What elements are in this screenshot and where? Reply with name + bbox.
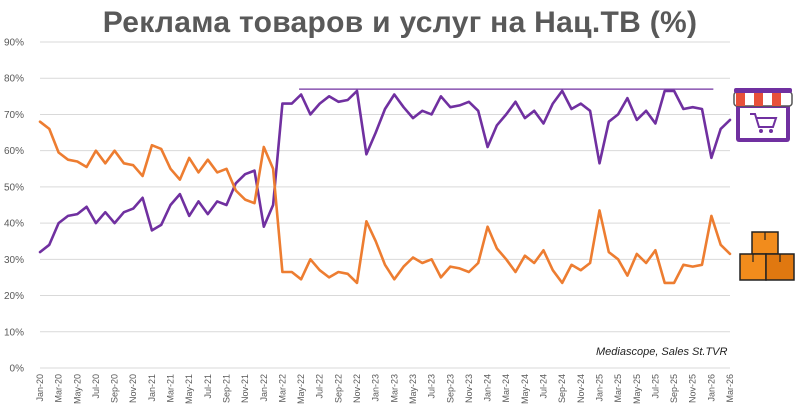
x-tick-label: Mar-24 <box>501 374 511 403</box>
x-tick-label: May-20 <box>72 374 82 404</box>
series-line-store <box>38 89 732 254</box>
boxes-icon <box>739 231 795 281</box>
y-tick-label: 40% <box>4 219 24 230</box>
y-tick-label: 30% <box>4 255 24 266</box>
x-tick-label: Jul-21 <box>203 374 213 399</box>
x-tick-label: Nov-22 <box>352 374 362 403</box>
x-tick-label: Sep-21 <box>221 374 231 403</box>
y-tick-label: 70% <box>4 110 24 121</box>
x-tick-label: May-25 <box>632 374 642 404</box>
x-tick-label: Nov-25 <box>688 374 698 403</box>
x-tick-label: Mar-23 <box>389 374 399 403</box>
x-tick-label: Jan-24 <box>483 374 493 402</box>
x-tick-label: Mar-20 <box>54 374 64 403</box>
chart-title: Реклама товаров и услуг на Нац.ТВ (%) <box>102 6 698 39</box>
x-tick-label: Nov-20 <box>128 374 138 403</box>
x-tick-label: Mar-22 <box>277 374 287 403</box>
x-tick-label: Mar-25 <box>613 374 623 403</box>
x-tick-label: May-24 <box>520 374 530 404</box>
x-tick-label: Mar-26 <box>725 374 735 403</box>
x-tick-label: Jan-21 <box>147 374 157 402</box>
source-note: Mediascope, Sales St.TVR <box>596 346 728 358</box>
series-lines <box>38 89 732 285</box>
x-axis-ticks: Jan-20 Mar-20 May-20 Jul-20 Sep-20 Nov-20 Jan-… <box>35 374 735 404</box>
y-tick-label: 50% <box>4 182 24 193</box>
x-tick-label: Mar-21 <box>166 374 176 403</box>
x-tick-label: Jan-26 <box>706 374 716 402</box>
y-tick-label: 0% <box>10 364 25 375</box>
x-tick-label: Jan-20 <box>35 374 45 402</box>
x-tick-label: Sep-22 <box>333 374 343 403</box>
x-tick-label: May-22 <box>296 374 306 404</box>
x-tick-label: Jan-25 <box>594 374 604 402</box>
x-tick-label: Nov-23 <box>464 374 474 403</box>
y-axis-ticks: 0% 10% 20% 30% 40% 50% 60% 70% 80% 90% <box>4 38 24 375</box>
x-tick-label: Jan-22 <box>259 374 269 402</box>
x-tick-label: Nov-21 <box>240 374 250 403</box>
y-tick-label: 20% <box>4 291 24 302</box>
x-tick-label: Jul-20 <box>91 374 101 399</box>
x-tick-label: Jul-23 <box>427 374 437 399</box>
x-tick-label: Nov-24 <box>576 374 586 403</box>
x-tick-label: Jan-23 <box>371 374 381 402</box>
x-tick-label: Jul-25 <box>650 374 660 399</box>
x-tick-label: Sep-25 <box>669 374 679 403</box>
x-tick-label: Jul-24 <box>539 374 549 399</box>
y-tick-label: 90% <box>4 38 24 49</box>
x-tick-label: Sep-20 <box>110 374 120 403</box>
y-tick-label: 10% <box>4 327 24 338</box>
y-tick-label: 80% <box>4 74 24 85</box>
x-tick-label: Sep-23 <box>445 374 455 403</box>
y-tick-label: 60% <box>4 146 24 157</box>
x-tick-label: May-23 <box>408 374 418 404</box>
gridlines <box>40 41 730 369</box>
x-tick-label: Sep-24 <box>557 374 567 403</box>
x-tick-label: May-21 <box>184 374 194 404</box>
x-tick-label: Jul-22 <box>315 374 325 399</box>
series-line-boxes <box>38 120 732 285</box>
store-icon <box>733 88 793 142</box>
